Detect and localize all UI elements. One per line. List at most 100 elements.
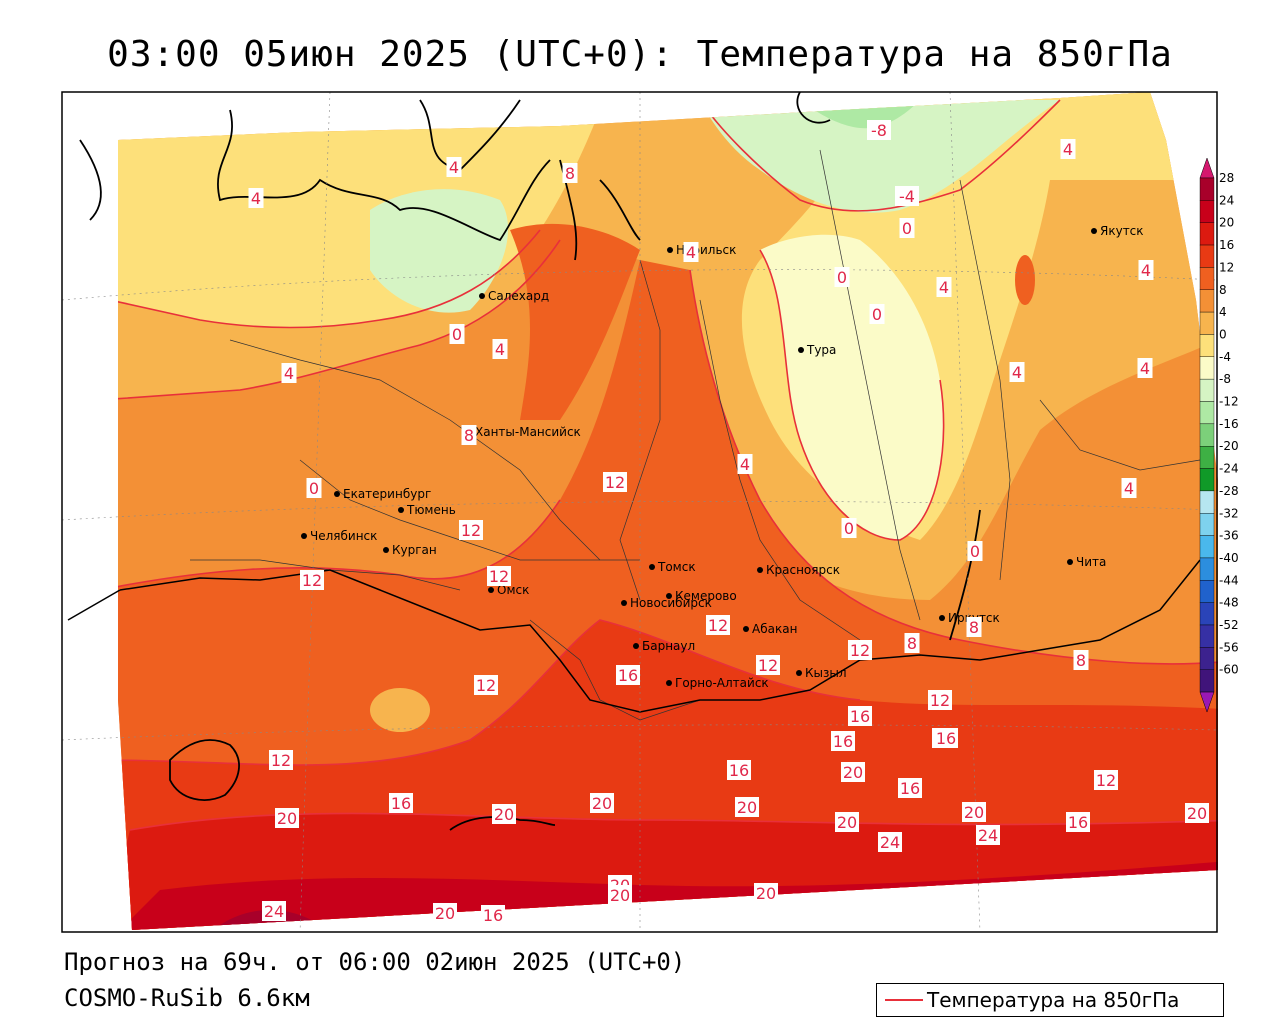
colorbar-tick-label: 4 — [1219, 305, 1227, 319]
contour-label: 12 — [848, 640, 872, 660]
colorbar-tick-label: -24 — [1219, 462, 1239, 476]
map-frame — [61, 91, 1218, 933]
svg-text:4: 4 — [449, 158, 459, 177]
contour-label: 8 — [904, 633, 920, 653]
svg-text:8: 8 — [1076, 651, 1086, 670]
colorbar-swatch — [1199, 334, 1215, 358]
svg-text:12: 12 — [605, 473, 625, 492]
svg-text:4: 4 — [939, 278, 949, 297]
coastline — [79, 92, 981, 831]
contour-label: 4 — [936, 277, 952, 297]
legend-line-label: Температура на 850гПа — [927, 988, 1180, 1012]
contour-label: 8 — [1073, 650, 1089, 670]
svg-text:16: 16 — [483, 906, 503, 925]
colorbar-tick-label: 20 — [1219, 216, 1234, 230]
colorbar-tick-label: -4 — [1219, 350, 1231, 364]
contour-label: 4 — [1137, 358, 1153, 378]
colorbar-swatch — [1199, 311, 1215, 335]
contour-label: 8 — [562, 163, 578, 183]
colorbar-swatch — [1199, 446, 1215, 469]
contour-label: 20 — [275, 808, 299, 828]
colorbar-tick-label: -36 — [1219, 529, 1239, 543]
city-label: Омск — [497, 583, 529, 597]
svg-text:4: 4 — [1063, 140, 1073, 159]
city-label: Чита — [1076, 555, 1106, 569]
model-info: COSMO-RuSib 6.6км — [64, 984, 310, 1012]
svg-text:0: 0 — [844, 519, 854, 538]
contour-label: 20 — [433, 903, 457, 923]
svg-text:0: 0 — [309, 479, 319, 498]
svg-text:20: 20 — [964, 803, 984, 822]
colorbar-swatch — [1199, 267, 1215, 290]
svg-text:16: 16 — [936, 729, 956, 748]
city-marker: Красноярск — [757, 563, 840, 577]
legend-box: Температура на 850гПа — [876, 983, 1224, 1017]
city-marker: Абакан — [743, 622, 797, 636]
city-label: Тура — [806, 343, 836, 357]
colorbar: 28 24 20 16 12 8 4 0 -4 -8 -12 -16 -20 -24 -28 -32 -36 -4… — [1199, 157, 1239, 713]
colorbar-tick-label: -16 — [1219, 417, 1239, 431]
contour-label: 20 — [754, 883, 778, 903]
city-label: Челябинск — [310, 529, 377, 543]
colorbar-swatch — [1199, 513, 1215, 536]
svg-text:16: 16 — [850, 707, 870, 726]
lat-lon-grid — [62, 92, 1217, 932]
contour-label: 4 — [281, 363, 297, 383]
contour-label: 4 — [1060, 139, 1076, 159]
svg-text:12: 12 — [930, 691, 950, 710]
city-marker: Горно-Алтайск — [666, 676, 769, 690]
svg-text:4: 4 — [1141, 261, 1151, 280]
contour-label: 20 — [608, 885, 632, 905]
svg-text:12: 12 — [461, 521, 481, 540]
city-label: Томск — [657, 560, 696, 574]
colorbar-swatch — [1199, 222, 1215, 246]
svg-text:4: 4 — [251, 189, 261, 208]
contour-label: 20 — [1185, 803, 1209, 823]
city-marker: Норильск — [667, 243, 736, 257]
svg-text:20: 20 — [737, 798, 757, 817]
svg-text:4: 4 — [1012, 363, 1022, 382]
colorbar-bottom-arrow — [1199, 691, 1215, 713]
contour-label: 0 — [841, 518, 857, 538]
svg-text:4: 4 — [1140, 359, 1150, 378]
contour-label: 12 — [756, 655, 780, 675]
svg-text:12: 12 — [708, 616, 728, 635]
svg-text:16: 16 — [900, 779, 920, 798]
svg-text:20: 20 — [756, 884, 776, 903]
colorbar-tick-label: -48 — [1219, 596, 1239, 610]
contour-label: 20 — [735, 797, 759, 817]
contour-label: 0 — [899, 218, 915, 238]
svg-text:8: 8 — [464, 426, 474, 445]
svg-text:12: 12 — [271, 751, 291, 770]
svg-text:0: 0 — [970, 542, 980, 561]
contour-label: 8 — [461, 425, 477, 445]
colorbar-swatch — [1199, 624, 1215, 648]
contour-label: 0 — [834, 267, 850, 287]
city-marker: Челябинск — [301, 529, 377, 543]
svg-text:12: 12 — [850, 641, 870, 660]
contour-label: 16 — [831, 731, 855, 751]
contour-label: 24 — [262, 901, 286, 921]
svg-text:8: 8 — [969, 618, 979, 637]
city-label: Ханты-Мансийск — [475, 425, 581, 439]
city-marker: Новосибирск — [621, 596, 712, 610]
contour-label: 16 — [616, 665, 640, 685]
svg-text:20: 20 — [610, 886, 630, 905]
contour-label: 20 — [590, 793, 614, 813]
city-marker: Томск — [649, 560, 696, 574]
svg-text:12: 12 — [1096, 771, 1116, 790]
svg-text:12: 12 — [476, 676, 496, 695]
svg-text:16: 16 — [833, 732, 853, 751]
colorbar-tick-label: -40 — [1219, 551, 1239, 565]
svg-text:12: 12 — [489, 567, 509, 586]
contour-label: 16 — [727, 760, 751, 780]
contour-label: 20 — [841, 762, 865, 782]
contour-label: 12 — [459, 520, 483, 540]
city-label: Якутск — [1100, 224, 1144, 238]
svg-text:24: 24 — [978, 826, 998, 845]
colorbar-swatch — [1199, 401, 1215, 425]
colorbar-swatch — [1199, 356, 1215, 380]
contour-label: 0 — [869, 304, 885, 324]
svg-text:-4: -4 — [899, 187, 915, 206]
contour-label: 12 — [487, 566, 511, 586]
